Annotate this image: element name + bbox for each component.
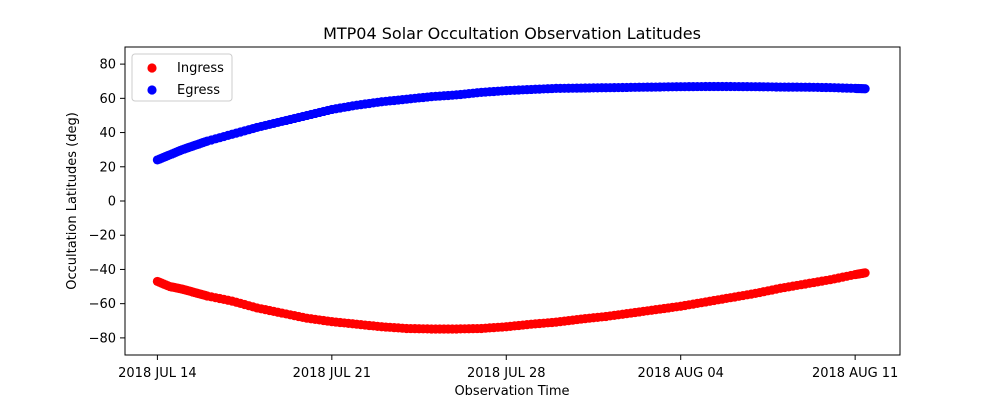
series-egress (152, 81, 870, 165)
x-tick-label: 2018 JUL 21 (293, 366, 371, 381)
legend-label-egress: Egress (177, 83, 220, 98)
y-tick-label: −60 (89, 297, 116, 312)
ingress-point (860, 268, 870, 278)
legend-marker-ingress (147, 63, 157, 73)
y-tick-label: −40 (89, 263, 116, 278)
legend-marker-egress (147, 85, 157, 95)
y-axis-label: Occultation Latitudes (deg) (65, 112, 80, 290)
x-axis: 2018 JUL 14 2018 JUL 21 2018 JUL 28 2018 AU… (118, 355, 898, 381)
legend-label-ingress: Ingress (177, 61, 224, 76)
y-tick-label: 80 (99, 58, 116, 73)
legend: Ingress Egress (131, 53, 233, 102)
egress-point (860, 84, 870, 94)
y-tick-label: 40 (99, 126, 116, 141)
legend-frame (131, 53, 233, 102)
x-tick-label: 2018 JUL 28 (467, 366, 545, 381)
y-tick-label: −20 (89, 229, 116, 244)
chart-title: MTP04 Solar Occultation Observation Lati… (323, 24, 701, 43)
y-tick-label: −80 (89, 331, 116, 346)
y-tick-label: 0 (108, 195, 116, 210)
plot-area (152, 81, 870, 334)
y-tick-label: 60 (99, 92, 116, 107)
x-tick-label: 2018 AUG 04 (638, 366, 724, 381)
x-tick-label: 2018 JUL 14 (118, 366, 196, 381)
y-axis: 80 60 40 20 0 −20 −40 −60 −80 (89, 58, 125, 346)
y-tick-label: 20 (99, 160, 116, 175)
series-ingress (152, 268, 870, 334)
x-axis-label: Observation Time (454, 384, 569, 399)
x-tick-label: 2018 AUG 11 (812, 366, 898, 381)
